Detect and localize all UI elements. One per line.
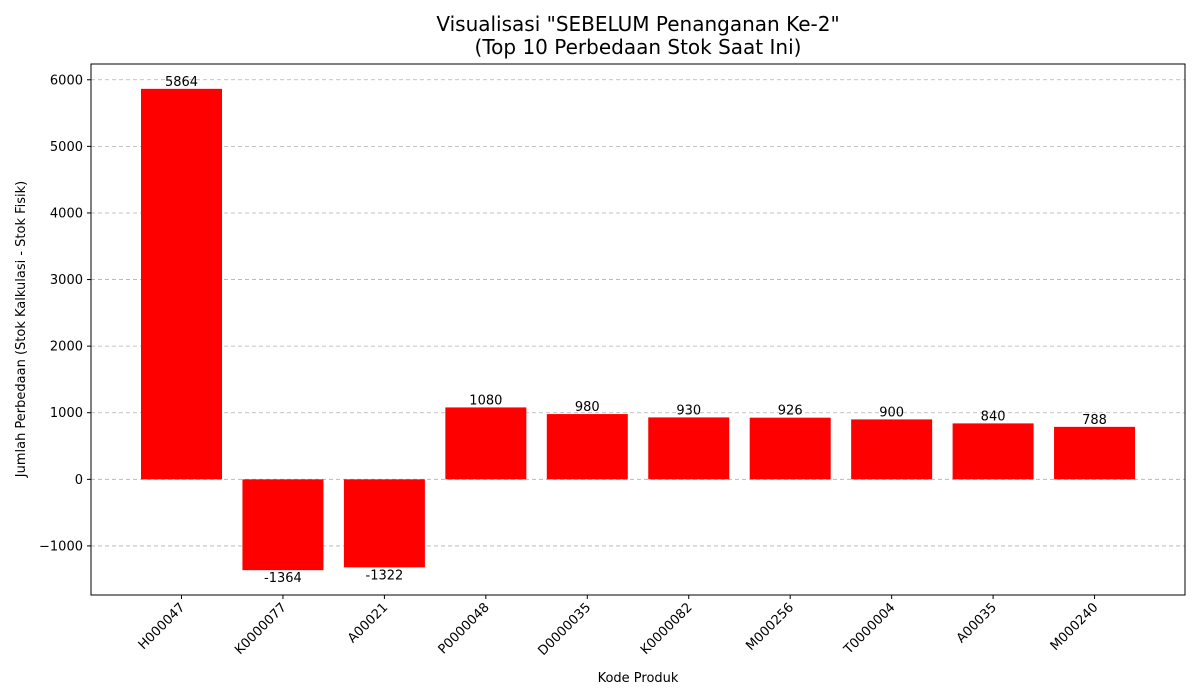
- bars: [141, 88, 1136, 571]
- bar-value-label: 930: [676, 403, 701, 418]
- y-tick-label: 3000: [50, 273, 83, 288]
- y-tick-label: 4000: [50, 206, 83, 221]
- x-tick-label: H000047: [136, 600, 189, 653]
- x-tick-label: P0000048: [436, 600, 493, 657]
- y-tick-label: 1000: [50, 406, 83, 421]
- x-tick-label: A00021: [345, 600, 391, 646]
- bar: [445, 407, 527, 480]
- bar: [648, 417, 730, 480]
- x-tick-label: D0000035: [535, 600, 594, 659]
- bar-value-label: 840: [981, 409, 1006, 424]
- data-labels: 5864 -1364 -1322 1080 980 930 926 900 840 788: [165, 75, 1107, 586]
- x-tick-label: M000256: [743, 600, 797, 654]
- bar: [851, 419, 933, 480]
- bar-value-label: 1080: [469, 393, 502, 408]
- x-tick-label: A00035: [954, 600, 1000, 646]
- bar-value-label: -1364: [264, 571, 302, 586]
- x-tick-label: K0000077: [232, 600, 290, 658]
- bar-value-label: 926: [778, 404, 803, 419]
- bar: [242, 479, 324, 571]
- bar: [1054, 426, 1136, 480]
- x-axis-label: Kode Produk: [598, 671, 679, 686]
- bar: [952, 423, 1034, 480]
- y-tick-label: 2000: [50, 340, 83, 355]
- x-tick-label: K0000082: [638, 600, 696, 658]
- bar: [343, 479, 425, 568]
- y-tick-label: 6000: [50, 73, 83, 88]
- bar-value-label: 5864: [165, 75, 198, 90]
- y-tick-label: −1000: [39, 539, 83, 554]
- bar: [141, 88, 222, 480]
- bar-value-label: 980: [575, 400, 600, 415]
- y-axis-label: Jumlah Perbedaan (Stok Kalkulasi - Stok …: [14, 181, 29, 479]
- x-axis: H000047 K0000077 A00021 P0000048 D0000035 K00…: [136, 595, 1102, 659]
- x-tick-label: M000240: [1048, 600, 1102, 654]
- chart-title-line1: Visualisasi "SEBELUM Penanganan Ke-2": [436, 12, 839, 36]
- plot-frame: [90, 63, 1186, 596]
- bar: [749, 417, 831, 480]
- y-tick-label: 0: [75, 473, 83, 488]
- chart-title-line2: (Top 10 Perbedaan Stok Saat Ini): [475, 35, 802, 59]
- bar-value-label: -1322: [366, 568, 404, 583]
- y-axis: −1000 0 1000 2000 3000 4000 5000 6000: [39, 73, 91, 554]
- bar-value-label: 900: [879, 405, 904, 420]
- y-tick-label: 5000: [50, 140, 83, 155]
- bar-value-label: 788: [1082, 413, 1107, 428]
- x-tick-label: T0000004: [841, 600, 899, 658]
- bar: [546, 414, 628, 480]
